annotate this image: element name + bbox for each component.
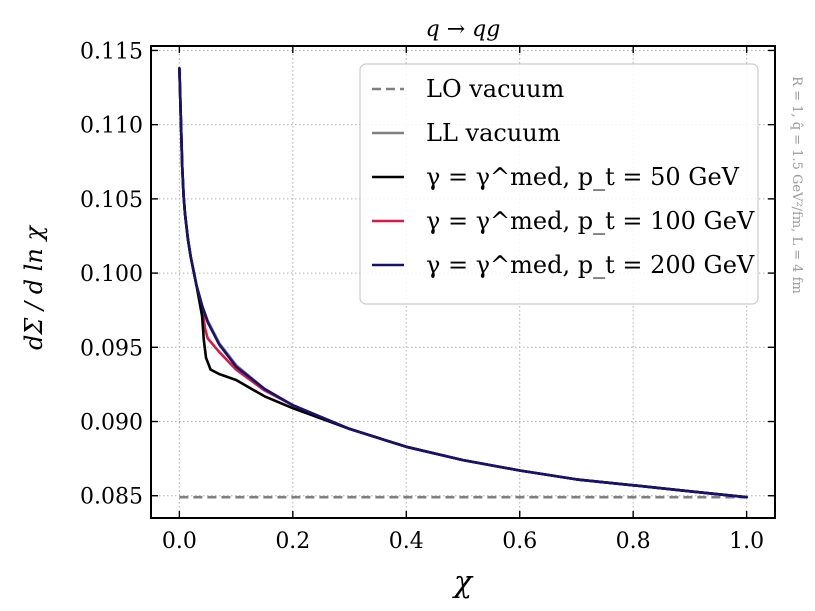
legend-label: γ = γ^med, p_t = 200 GeV xyxy=(426,251,755,279)
legend-label: γ = γ^med, p_t = 50 GeV xyxy=(426,163,740,191)
x-tick-label: 0.4 xyxy=(389,529,424,554)
legend-label: γ = γ^med, p_t = 100 GeV xyxy=(426,207,755,235)
parameter-annotation: R = 1, q̂ = 1.5 GeV²/fm, L = 4 fm xyxy=(789,76,804,294)
axis-ticks: 0.0 0.2 0.4 0.6 0.8 1.0 0.085 0.090 0.095 0.100 0.… xyxy=(80,39,775,554)
y-axis-label: dΣ / d ln χ xyxy=(20,225,48,350)
legend: LO vacuum LL vacuum γ = γ^med, p_t = 50 Ge… xyxy=(359,63,759,305)
x-tick-label: 0.0 xyxy=(162,529,197,554)
y-tick-label: 0.100 xyxy=(80,262,143,287)
chart-title: q → qg xyxy=(426,17,501,42)
y-tick-label: 0.090 xyxy=(80,411,143,436)
x-tick-label: 1.0 xyxy=(729,529,764,554)
y-tick-label: 0.115 xyxy=(80,39,143,64)
plot-frame xyxy=(150,45,776,519)
y-tick-label: 0.095 xyxy=(80,336,143,361)
series-group xyxy=(178,67,748,499)
x-tick-label: 0.8 xyxy=(616,529,651,554)
y-tick-label: 0.085 xyxy=(80,485,143,510)
y-tick-label: 0.110 xyxy=(80,114,143,139)
x-tick-label: 0.6 xyxy=(502,529,537,554)
x-axis-label: χ xyxy=(452,565,474,600)
x-tick-label: 0.2 xyxy=(275,529,310,554)
legend-box xyxy=(359,63,759,305)
legend-label: LL vacuum xyxy=(426,119,561,147)
legend-label: LO vacuum xyxy=(426,75,564,103)
y-tick-label: 0.105 xyxy=(80,188,143,213)
series-line xyxy=(178,67,748,499)
